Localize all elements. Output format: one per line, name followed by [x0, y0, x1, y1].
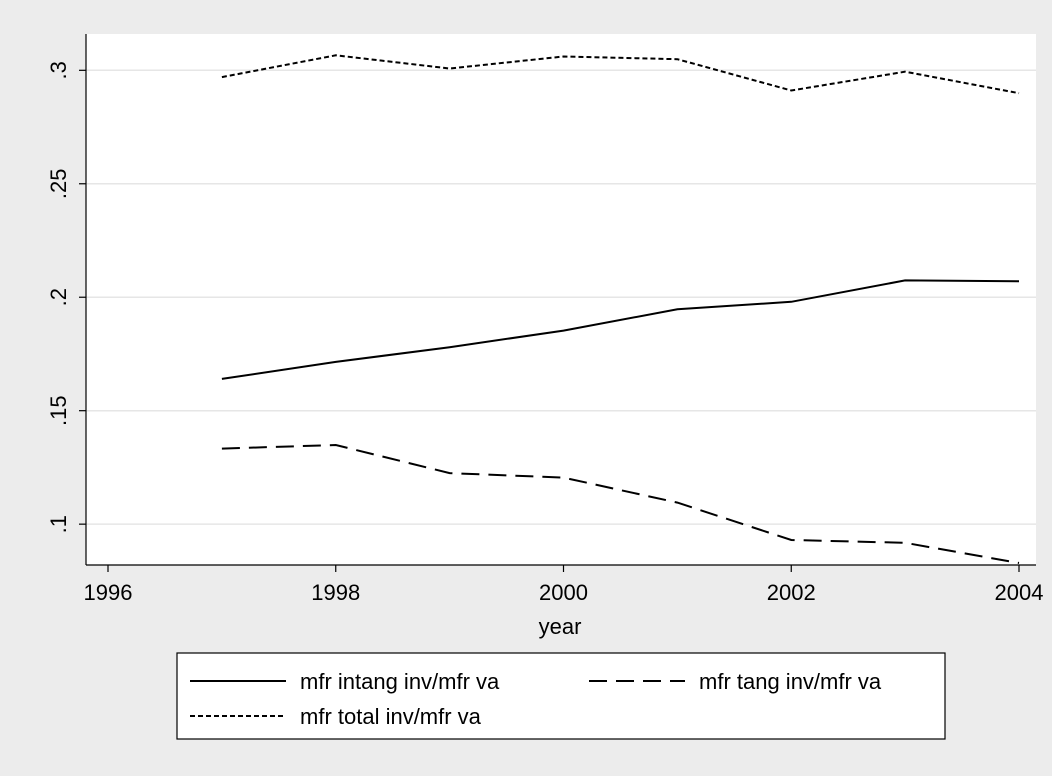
- x-tick-label: 2004: [995, 580, 1044, 605]
- legend-label-mfr-intang-inv-mfr-va: mfr intang inv/mfr va: [300, 669, 500, 694]
- x-tick-label: 1998: [311, 580, 360, 605]
- legend: mfr intang inv/mfr va mfr tang inv/mfr va…: [177, 653, 945, 739]
- y-tick-label: .1: [46, 515, 71, 533]
- legend-label-mfr-tang-inv-mfr-va: mfr tang inv/mfr va: [699, 669, 882, 694]
- y-tick-label: .3: [46, 61, 71, 79]
- x-tick-label: 2000: [539, 580, 588, 605]
- y-tick-label: .25: [46, 168, 71, 199]
- x-axis-title: year: [539, 614, 582, 639]
- plot-area: [86, 34, 1036, 565]
- legend-box: [177, 653, 945, 739]
- y-tick-label: .15: [46, 395, 71, 426]
- y-tick-label: .2: [46, 288, 71, 306]
- x-tick-label: 1996: [84, 580, 133, 605]
- legend-label-mfr-total-inv-mfr-va: mfr total inv/mfr va: [300, 704, 482, 729]
- x-tick-label: 2002: [767, 580, 816, 605]
